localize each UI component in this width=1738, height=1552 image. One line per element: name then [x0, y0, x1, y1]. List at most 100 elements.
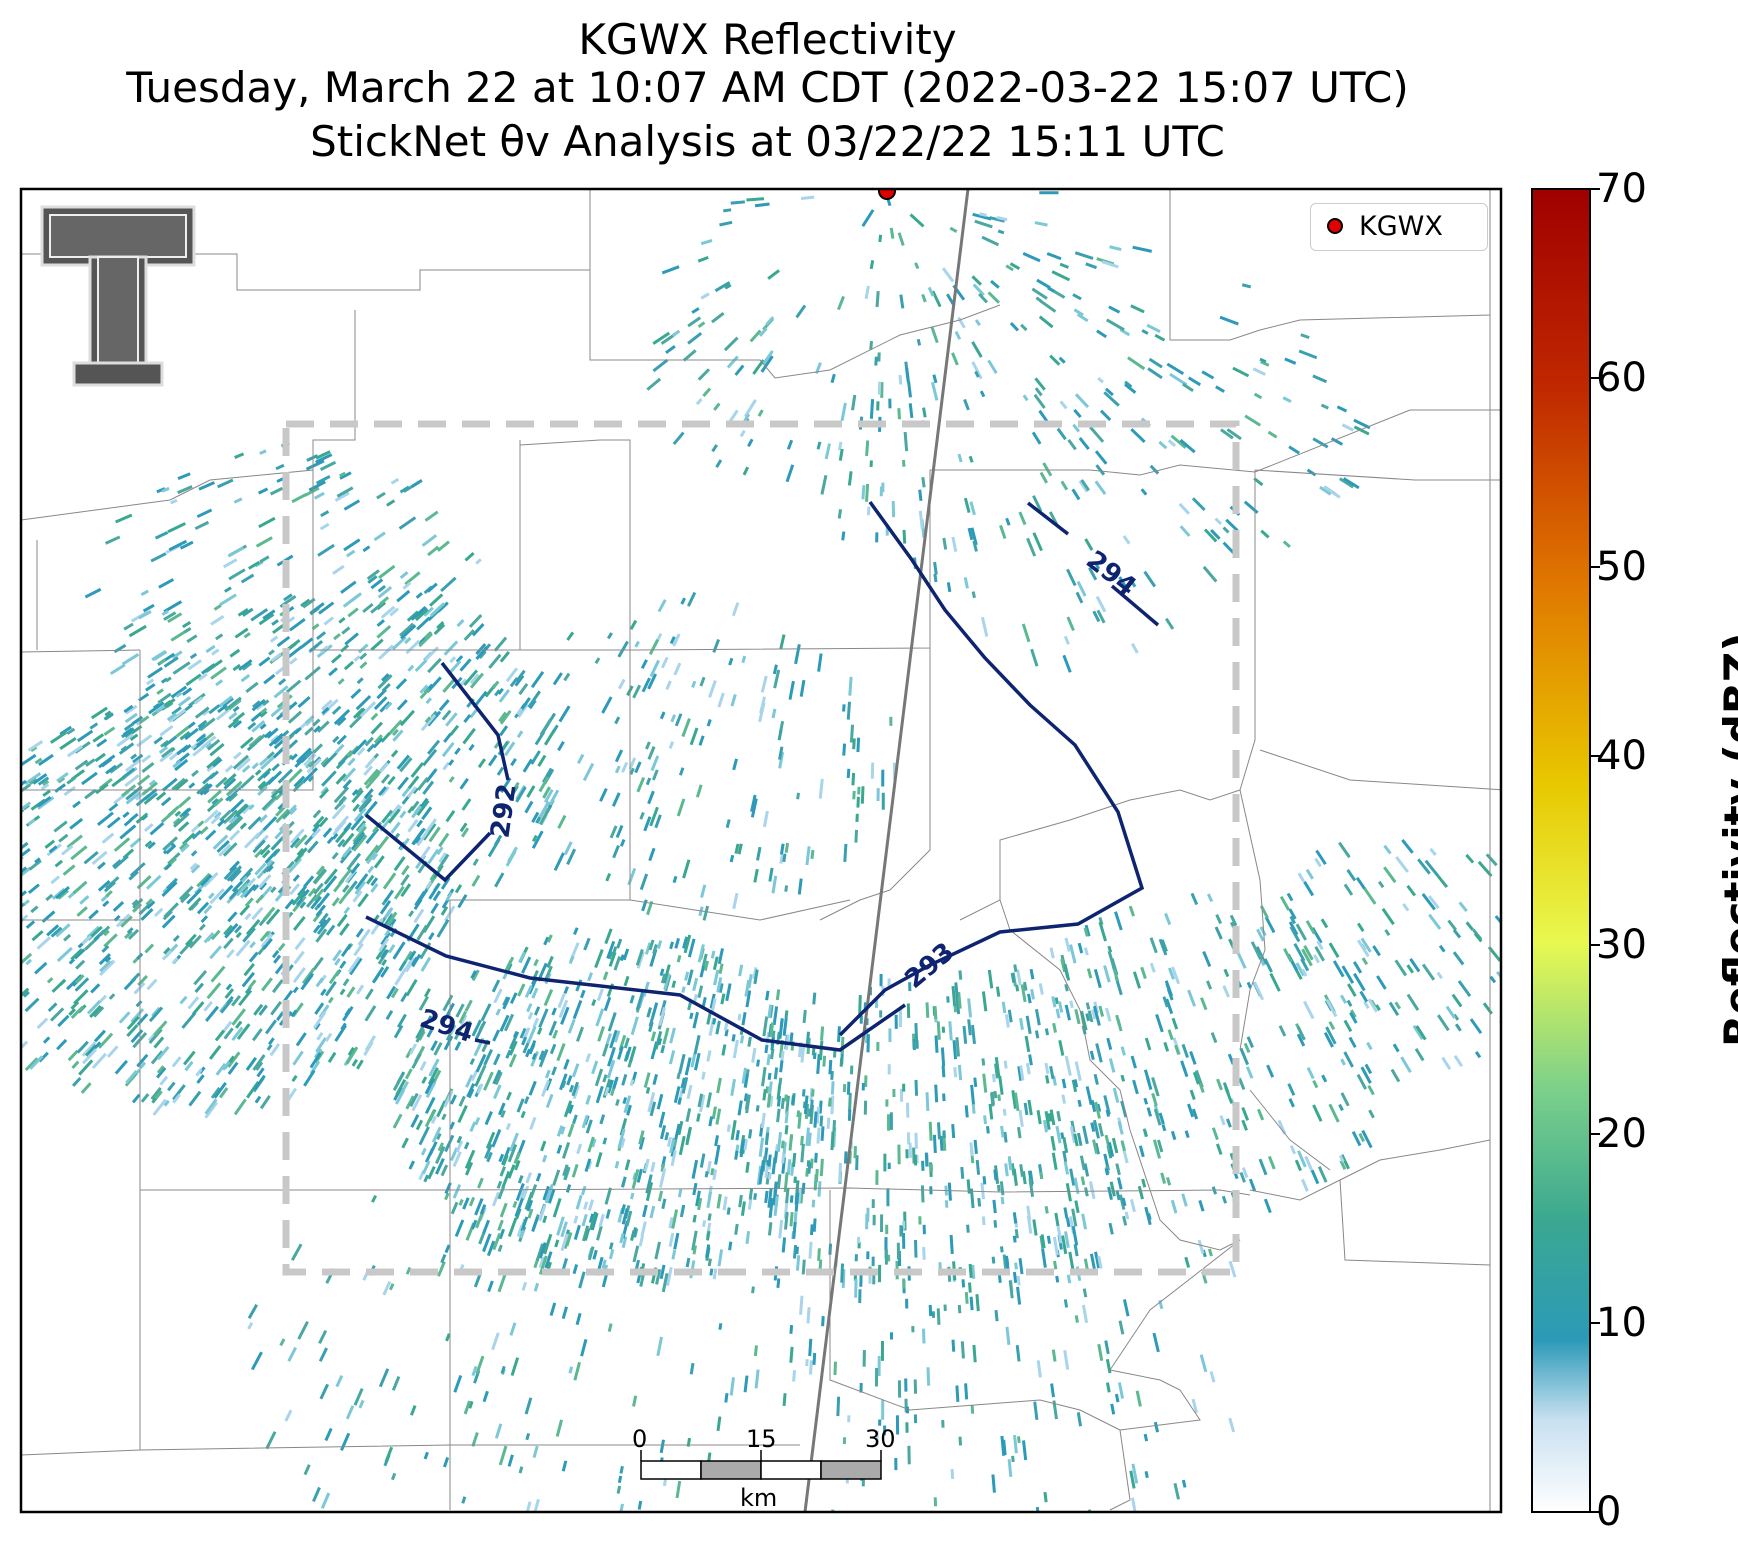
reflectivity-gate — [784, 1211, 789, 1230]
reflectivity-gate — [1066, 616, 1075, 632]
reflectivity-gate — [198, 481, 215, 491]
reflectivity-gate — [1341, 965, 1355, 984]
reflectivity-gate — [499, 1166, 507, 1177]
reflectivity-gate — [971, 361, 983, 380]
reflectivity-gate — [70, 1000, 80, 1010]
reflectivity-gate — [195, 737, 207, 748]
reflectivity-gate — [930, 326, 939, 344]
reflectivity-gate — [456, 1135, 463, 1144]
reflectivity-gate — [641, 899, 648, 912]
reflectivity-gate — [576, 753, 585, 765]
reflectivity-gate — [652, 944, 658, 954]
reflectivity-gate — [1051, 1349, 1057, 1362]
reflectivity-gate — [40, 783, 50, 791]
reflectivity-gate — [353, 942, 364, 957]
reflectivity-gate — [1054, 1212, 1060, 1227]
reflectivity-gate — [436, 540, 450, 552]
reflectivity-gate — [471, 874, 481, 887]
reflectivity-gate — [384, 701, 393, 711]
reflectivity-gate — [250, 712, 262, 723]
reflectivity-gate — [428, 882, 441, 900]
reflectivity-gate — [612, 844, 620, 859]
reflectivity-gate — [68, 958, 76, 965]
reflectivity-gate — [1023, 981, 1028, 991]
reflectivity-gate — [509, 1132, 519, 1152]
reflectivity-gate — [234, 925, 243, 934]
reflectivity-gate — [154, 907, 164, 918]
reflectivity-gate — [126, 1023, 139, 1038]
reflectivity-gate — [981, 991, 988, 1012]
scale-bar[interactable] — [640, 1450, 882, 1480]
reflectivity-gate — [354, 880, 367, 895]
radar-site-marker[interactable] — [878, 183, 896, 200]
reflectivity-gate — [70, 948, 83, 961]
reflectivity-gate — [819, 1115, 824, 1127]
reflectivity-gate — [905, 1298, 909, 1309]
reflectivity-gate — [792, 1152, 797, 1168]
reflectivity-gate — [1085, 1002, 1091, 1010]
reflectivity-gate — [1056, 1110, 1062, 1122]
reflectivity-gate — [1013, 964, 1018, 973]
reflectivity-gate — [493, 636, 508, 652]
reflectivity-gate — [700, 884, 707, 898]
reflectivity-gate — [81, 1048, 98, 1065]
reflectivity-gate — [1036, 278, 1051, 290]
reflectivity-gate — [775, 989, 781, 1001]
reflectivity-gate — [382, 872, 397, 890]
reflectivity-gate — [759, 696, 766, 714]
reflectivity-gate — [591, 1060, 599, 1075]
reflectivity-gate — [461, 1496, 467, 1504]
reflectivity-gate — [497, 1219, 504, 1231]
reflectivity-gate — [647, 746, 656, 760]
reflectivity-gate — [921, 1160, 925, 1171]
reflectivity-gate — [96, 738, 108, 748]
reflectivity-gate — [215, 679, 224, 687]
legend: KGWX — [1310, 203, 1488, 251]
reflectivity-gate — [558, 705, 571, 723]
reflectivity-gate — [469, 672, 485, 689]
reflectivity-gate — [1088, 567, 1098, 581]
reflectivity-gate — [320, 756, 330, 766]
reflectivity-gate — [140, 1093, 150, 1103]
reflectivity-gate — [656, 1093, 664, 1110]
reflectivity-gate — [321, 751, 338, 768]
reflectivity-gate — [573, 1215, 579, 1224]
reflectivity-gate — [544, 1251, 553, 1269]
reflectivity-gate — [21, 866, 28, 878]
reflectivity-gate — [384, 911, 398, 929]
reflectivity-gate — [761, 350, 774, 366]
reflectivity-gate — [532, 1017, 539, 1028]
reflectivity-gate — [458, 1010, 467, 1024]
reflectivity-gate — [482, 1233, 492, 1253]
reflectivity-gate — [196, 508, 213, 519]
reflectivity-gate — [929, 1516, 932, 1529]
reflectivity-gate — [1368, 1109, 1375, 1119]
reflectivity-gate — [208, 892, 215, 900]
reflectivity-gate — [639, 1273, 646, 1287]
reflectivity-gate — [946, 996, 950, 1003]
reflectivity-gate — [424, 716, 432, 724]
reflectivity-gate — [350, 688, 362, 699]
reflectivity-gate — [321, 706, 330, 715]
reflectivity-gate — [942, 1093, 946, 1102]
reflectivity-gate — [262, 860, 275, 874]
reflectivity-gate — [963, 398, 970, 411]
reflectivity-gate — [1202, 951, 1212, 968]
reflectivity-gate — [968, 1282, 972, 1293]
reflectivity-gate — [1065, 1218, 1071, 1228]
reflectivity-gate — [897, 1144, 901, 1165]
reflectivity-gate — [657, 599, 667, 613]
reflectivity-gate — [1148, 357, 1163, 369]
reflectivity-gate — [357, 893, 369, 908]
reflectivity-gate — [29, 1055, 44, 1070]
reflectivity-gate — [598, 1213, 605, 1228]
reflectivity-gate — [556, 1043, 566, 1062]
reflectivity-gate — [1297, 872, 1305, 883]
reflectivity-gate — [352, 707, 365, 719]
reflectivity-gate — [1181, 1043, 1189, 1059]
reflectivity-gate — [206, 982, 222, 1000]
reflectivity-gate — [145, 898, 154, 906]
reflectivity-gate — [443, 640, 459, 656]
reflectivity-gate — [715, 1020, 721, 1035]
